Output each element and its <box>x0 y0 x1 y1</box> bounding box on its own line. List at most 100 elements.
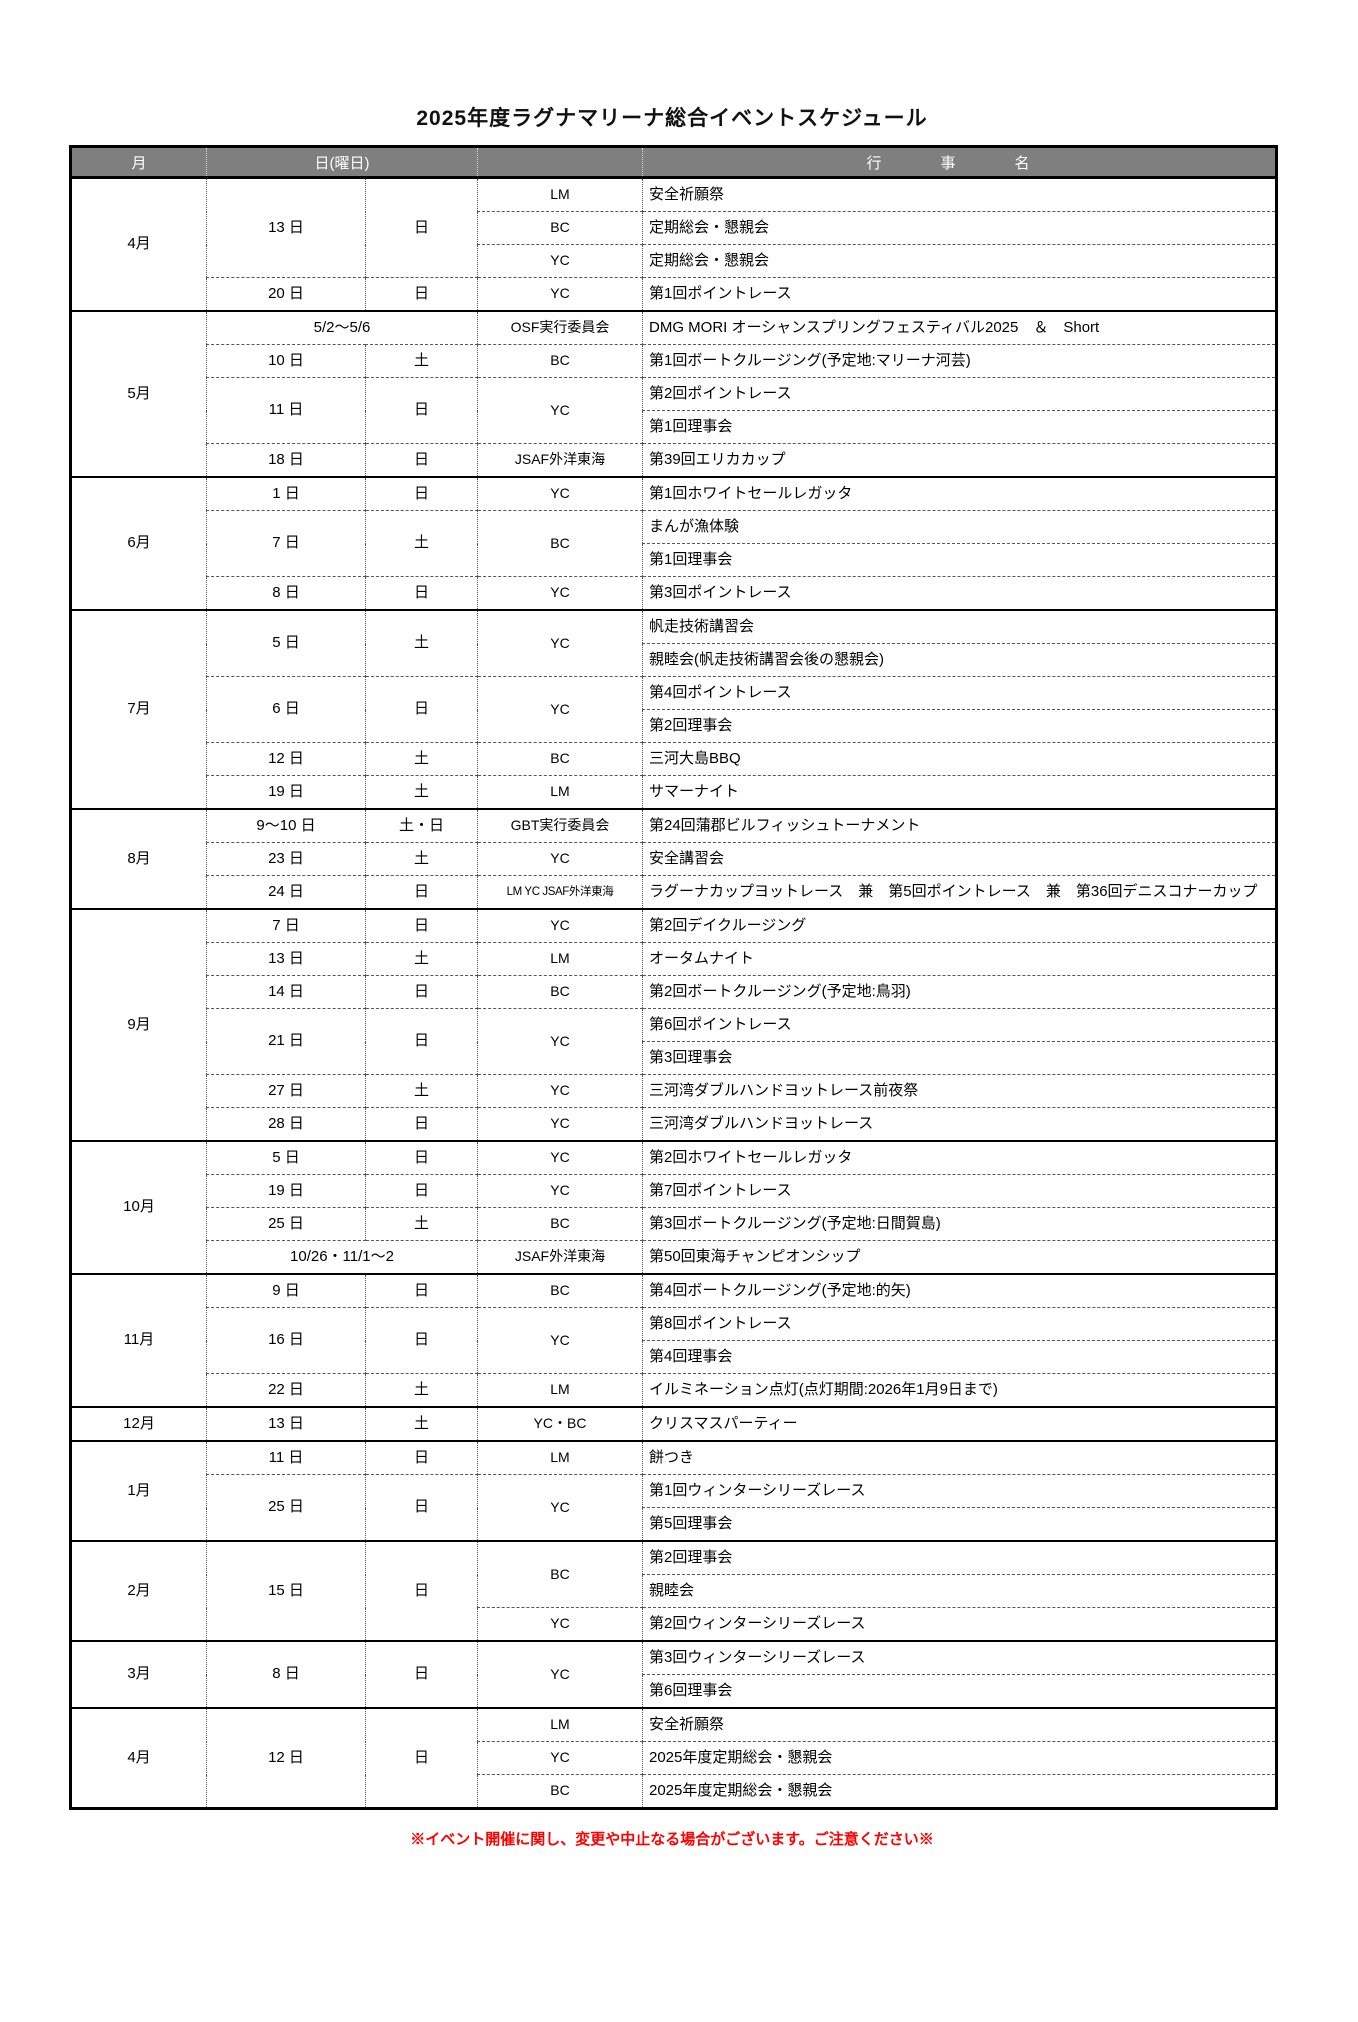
org-cell: BC <box>477 742 643 776</box>
event-cell: 親睦会(帆走技術講習会後の懇親会) <box>642 643 1277 677</box>
org-cell: YC <box>477 1008 643 1075</box>
table-row: 21 日日 YC 第6回ポイントレース <box>71 1008 1277 1075</box>
day-cell: 土 <box>365 742 478 776</box>
date-cell: 28 日 <box>206 1107 366 1142</box>
org-cell: YC <box>477 1741 643 1775</box>
month-cell: 9月 <box>70 908 207 1142</box>
schedule-table: 月日(曜日) 行 事 名 4月 13 日日 LM 安全祈願祭 BC 定期総会・懇親会 YC 定期… <box>69 145 1278 1810</box>
table-row: 6 日日 YC 第4回ポイントレース <box>71 676 1277 743</box>
table-row: 28 日日 YC 三河湾ダブルハンドヨットレース <box>71 1107 1277 1142</box>
page-title: 2025年度ラグナマリーナ総合イベントスケジュール <box>416 107 928 130</box>
org-cell: LM <box>477 176 643 212</box>
month-cell: 6月 <box>70 476 207 611</box>
date-cell: 5 日 <box>206 1140 366 1175</box>
org-cell: BC <box>477 1540 643 1608</box>
day-cell: 土 <box>365 1373 478 1408</box>
table-row: 25 日土 BC 第3回ボートクルージング(予定地:日間賀島) <box>71 1207 1277 1241</box>
event-cell: 第2回理事会 <box>642 1540 1277 1575</box>
date-cell: 16 日 <box>206 1307 366 1374</box>
date-cell: 9 日 <box>206 1273 366 1308</box>
table-row: 5月 5/2～5/6 OSF実行委員会 DMG MORI オーシャンスプリングフェステ… <box>70 310 1277 478</box>
table-row: 1月 11 日日 LM 餅つき <box>70 1440 1277 1542</box>
event-cell: 第50回東海チャンピオンシップ <box>642 1240 1277 1275</box>
table-row: 第2回理事会 <box>71 709 1277 743</box>
table-row: 25 日日 YC 第1回ウィンターシリーズレース <box>71 1474 1277 1542</box>
table-row: 2月 15 日日 BC 第2回理事会 <box>70 1540 1277 1642</box>
date-cell: 14 日 <box>206 975 366 1009</box>
table-row: 7月 5 日土 YC 帆走技術講習会 <box>70 609 1277 810</box>
event-cell: 第2回ボートクルージング(予定地:鳥羽) <box>642 975 1277 1009</box>
event-cell: 定期総会・懇親会 <box>642 211 1277 245</box>
event-cell: 第24回蒲郡ビルフィッシュトーナメント <box>642 808 1277 843</box>
event-cell: まんが漁体験 <box>642 510 1277 544</box>
event-cell: 2025年度定期総会・懇親会 <box>642 1741 1277 1775</box>
event-cell: 第3回理事会 <box>642 1041 1277 1075</box>
month-cell: 4月 <box>70 1707 207 1809</box>
org-cell: OSF実行委員会 <box>477 310 643 345</box>
day-cell: 日 <box>365 1140 478 1175</box>
date-cell: 13 日 <box>206 176 366 278</box>
table-row: 4月 12 日日 LM 安全祈願祭 <box>70 1707 1277 1809</box>
date-cell: 10 日 <box>206 344 366 378</box>
day-cell: 日 <box>365 176 478 278</box>
date-cell: 18 日 <box>206 443 366 478</box>
event-cell: 第1回ボートクルージング(予定地:マリーナ河芸) <box>642 344 1277 378</box>
table-row: 親睦会(帆走技術講習会後の懇親会) <box>71 643 1277 677</box>
day-cell: 日 <box>365 1707 478 1809</box>
table-row: 24 日日 LM YC JSAF外洋東海 ラグーナカップヨットレース 兼 第5回ポイ… <box>71 875 1277 910</box>
table-row: BC 定期総会・懇親会 <box>71 211 1277 245</box>
event-cell: 安全祈願祭 <box>642 176 1277 212</box>
event-cell: 第2回ウィンターシリーズレース <box>642 1607 1277 1642</box>
day-cell: 土 <box>365 510 478 577</box>
day-cell: 土・日 <box>365 808 478 843</box>
org-cell: BC <box>477 1774 643 1809</box>
date-cell: 19 日 <box>206 1174 366 1208</box>
day-cell: 日 <box>365 1440 478 1475</box>
day-cell: 日 <box>365 1540 478 1642</box>
event-cell: 第3回ポイントレース <box>642 576 1277 611</box>
date-cell: 23 日 <box>206 842 366 876</box>
org-cell: YC <box>477 476 643 511</box>
day-cell: 日 <box>365 1640 478 1709</box>
day-cell: 日 <box>365 576 478 611</box>
table-row: 4月 13 日日 LM 安全祈願祭 <box>70 176 1277 312</box>
table-row: 親睦会 <box>71 1574 1277 1608</box>
event-cell: 第1回ウィンターシリーズレース <box>642 1474 1277 1508</box>
date-cell: 8 日 <box>206 576 366 611</box>
event-cell: 第39回エリカカップ <box>642 443 1277 478</box>
org-cell: YC・BC <box>477 1406 643 1442</box>
date-cell: 11 日 <box>206 377 366 444</box>
month-cell: 8月 <box>70 808 207 910</box>
month-cell: 2月 <box>70 1540 207 1642</box>
day-cell: 日 <box>365 1474 478 1542</box>
org-cell: YC <box>477 1174 643 1208</box>
day-cell: 土 <box>365 775 478 810</box>
date-cell: 1 日 <box>206 476 366 511</box>
date-cell: 20 日 <box>206 277 366 312</box>
day-cell: 土 <box>365 942 478 976</box>
event-cell: 三河湾ダブルハンドヨットレース前夜祭 <box>642 1074 1277 1108</box>
event-cell: 三河大島BBQ <box>642 742 1277 776</box>
table-row: 9月 7 日日 YC 第2回デイクルージング <box>70 908 1277 1142</box>
table-row: YC 2025年度定期総会・懇親会 <box>71 1741 1277 1775</box>
date-cell: 15 日 <box>206 1540 366 1642</box>
event-cell: 第3回ウィンターシリーズレース <box>642 1640 1277 1675</box>
day-cell: 日 <box>365 476 478 511</box>
month-cell: 1月 <box>70 1440 207 1542</box>
event-cell: 第1回ホワイトセールレガッタ <box>642 476 1277 511</box>
event-cell: 第4回理事会 <box>642 1340 1277 1374</box>
event-cell: 第1回理事会 <box>642 543 1277 577</box>
org-cell: YC <box>477 576 643 611</box>
date-cell: 12 日 <box>206 742 366 776</box>
table-row: 3月 8 日日 YC 第3回ウィンターシリーズレース <box>70 1640 1277 1709</box>
table-row: BC 2025年度定期総会・懇親会 <box>71 1774 1277 1809</box>
date-cell: 11 日 <box>206 1440 366 1475</box>
day-cell: 日 <box>365 975 478 1009</box>
date-cell: 10/26・11/1～2 <box>206 1240 478 1275</box>
date-cell: 9～10 日 <box>206 808 366 843</box>
day-cell: 日 <box>365 377 478 444</box>
event-cell: 第7回ポイントレース <box>642 1174 1277 1208</box>
event-cell: イルミネーション点灯(点灯期間:2026年1月9日まで) <box>642 1373 1277 1408</box>
date-cell: 13 日 <box>206 942 366 976</box>
col-header-month: 月 <box>70 146 207 179</box>
